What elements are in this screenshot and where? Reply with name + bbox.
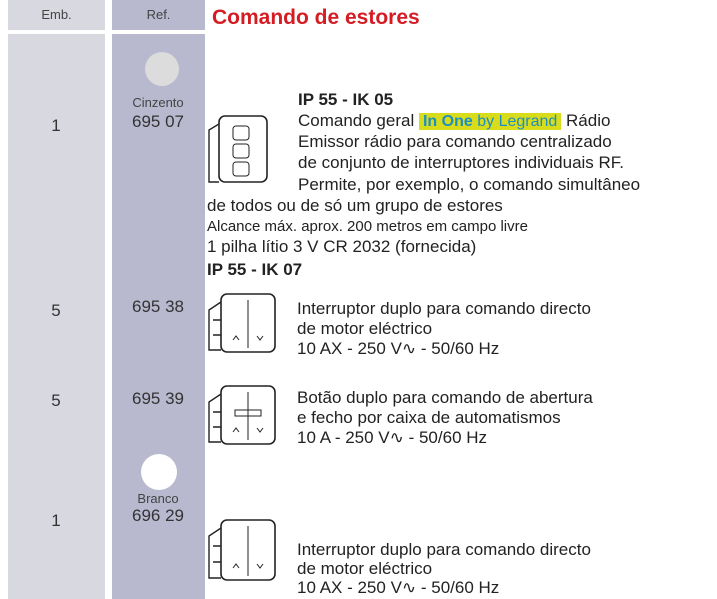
color-label: Cinzento: [132, 95, 184, 110]
ref: 695 39: [132, 389, 184, 408]
title: Comando de estores: [212, 6, 420, 29]
ref-header: Ref.: [112, 0, 205, 34]
line: Botão duplo para comando de abertura: [297, 388, 593, 407]
ref: 695 07: [132, 112, 184, 131]
emb: 1: [51, 116, 61, 135]
device-icon: [208, 115, 268, 183]
ref: 695 38: [132, 297, 184, 316]
line: Permite, por exemplo, o comando simultân…: [298, 175, 641, 194]
text: Rádio: [566, 111, 611, 130]
line: Interruptor duplo para comando directo: [297, 540, 591, 559]
brand: In One: [422, 113, 473, 130]
heading: IP 55 - IK 07: [207, 260, 303, 279]
emb: 1: [51, 511, 61, 530]
ref-column: [112, 0, 205, 599]
line: Comando geral In One by Legrand Rádio: [298, 112, 610, 130]
line: 10 AX - 250 V∿ - 50/60 Hz: [297, 578, 500, 597]
line: de conjunto de interruptores individuais…: [298, 153, 625, 172]
brand-badge: In One by Legrand: [418, 113, 562, 130]
line: 1 pilha lítio 3 V CR 2032 (fornecida): [207, 237, 477, 256]
line: Alcance máx. aprox. 200 metros em campo …: [207, 218, 528, 235]
line: de motor eléctrico: [297, 559, 433, 578]
white-swatch: [141, 454, 177, 490]
text: Comando geral: [298, 111, 415, 130]
line: 10 A - 250 V∿ - 50/60 Hz: [297, 428, 488, 447]
color-label: Branco: [137, 491, 179, 506]
line: e fecho por caixa de automatismos: [297, 408, 561, 427]
ref: 696 29: [132, 506, 184, 525]
brand-by: by Legrand: [477, 113, 558, 130]
line: de todos ou de só um grupo de estores: [207, 196, 503, 215]
heading: IP 55 - IK 05: [298, 90, 394, 109]
emb-column: [8, 0, 105, 599]
device-icon: [208, 519, 276, 581]
device-icon: [208, 293, 276, 353]
grey-swatch: [145, 52, 179, 86]
line: Interruptor duplo para comando directo: [297, 299, 591, 318]
line: de motor eléctrico: [297, 319, 433, 338]
line: Emissor rádio para comando centralizado: [298, 132, 612, 151]
emb-header: Emb.: [8, 0, 105, 34]
line: 10 AX - 250 V∿ - 50/60 Hz: [297, 339, 500, 358]
device-icon: [208, 385, 276, 445]
emb: 5: [51, 391, 61, 410]
emb: 5: [51, 301, 61, 320]
